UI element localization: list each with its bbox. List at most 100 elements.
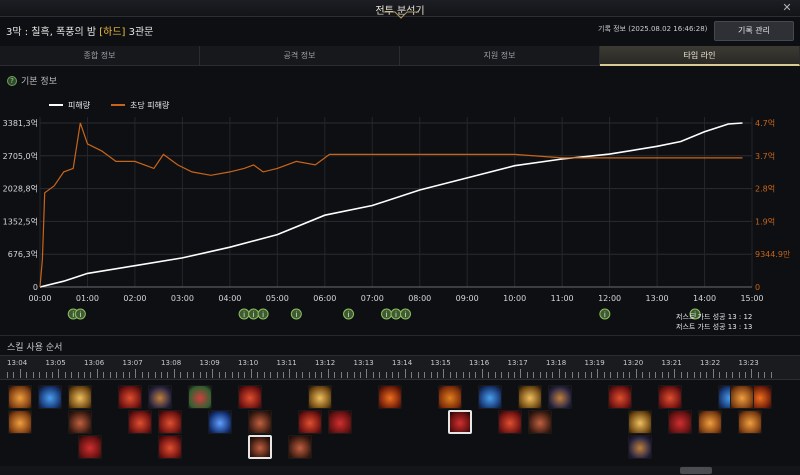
timeline-tick [302, 372, 304, 378]
chart-svg: 0 676,3억 1352,5억 2028,8억 2705,0억 3381,3억 0 9344… [3, 100, 791, 330]
crimson-strike-skill-icon[interactable] [298, 410, 322, 434]
skill-timeline-ruler[interactable]: 13:04 13:05 13:06 13:07 13:08 13:09 13:10 13:11… [0, 355, 800, 380]
timeline-label: 13:17 [507, 359, 528, 367]
blood-wave-skill-icon[interactable] [328, 410, 352, 434]
timeline-tick [526, 372, 528, 378]
flame-burst-skill-icon[interactable] [698, 410, 722, 434]
timeline-tick [481, 369, 483, 378]
timeline-tick [385, 372, 387, 378]
x-tick-label: 11:00 [551, 294, 574, 303]
fire-pillar-skill-icon[interactable] [378, 385, 402, 409]
frost-shard-skill-icon[interactable] [208, 410, 232, 434]
scrollbar-thumb[interactable] [680, 467, 712, 474]
info-marker-label: i [604, 311, 606, 319]
crimson-strike-skill-icon[interactable] [128, 410, 152, 434]
tab-attack[interactable]: 공격 정보 [200, 46, 400, 66]
timeline-tick [257, 372, 259, 378]
crimson-strike-skill-icon[interactable] [118, 385, 142, 409]
timeline-tick [629, 372, 631, 378]
dark-sigil-skill-icon[interactable] [548, 385, 572, 409]
rune-circle-skill-icon[interactable] [288, 435, 312, 459]
flame-burst-skill-icon[interactable] [8, 385, 32, 409]
timeline-tick [725, 372, 727, 378]
blood-wave-skill-icon[interactable] [78, 435, 102, 459]
info-marker-icon[interactable] [689, 308, 701, 320]
window-title: 전투 분석기 [375, 6, 425, 17]
crimson-strike-skill-icon[interactable] [498, 410, 522, 434]
flame-burst-skill-icon[interactable] [730, 385, 754, 409]
timeline-tick [148, 372, 150, 378]
timeline-tick [520, 369, 522, 378]
timeline-tick [270, 372, 271, 378]
dark-sigil-skill-icon[interactable] [148, 385, 172, 409]
timeline-tick [424, 372, 425, 378]
close-icon[interactable]: ✕ [782, 1, 792, 14]
tab-timeline[interactable]: 타임 라인 [600, 46, 800, 66]
timeline-tick [347, 372, 348, 378]
timeline-tick [674, 369, 676, 378]
left-tick-label: 2028,8억 [3, 184, 38, 194]
timeline-tick [436, 372, 438, 378]
timeline-tick [494, 372, 496, 378]
rune-circle-skill-icon[interactable] [248, 410, 272, 434]
timeline-tick [7, 372, 8, 378]
timeline-tick [661, 372, 663, 378]
right-tick-label: 3.7억 [755, 151, 775, 161]
horizontal-scrollbar[interactable] [0, 466, 800, 475]
timeline-tick [154, 372, 156, 378]
flame-burst-skill-icon[interactable] [8, 410, 32, 434]
timeline-tick [103, 372, 105, 378]
dark-sigil-skill-icon[interactable] [628, 435, 652, 459]
timeline-tick [443, 369, 445, 378]
crimson-strike-skill-icon[interactable] [608, 385, 632, 409]
timeline-tick [680, 372, 682, 378]
crimson-strike-skill-icon[interactable] [158, 410, 182, 434]
golden-wing-skill-icon[interactable] [308, 385, 332, 409]
timeline-tick [565, 372, 567, 378]
info-marker-icon[interactable] [399, 308, 411, 320]
timeline-tick [700, 372, 701, 378]
info-marker-icon[interactable] [290, 308, 302, 320]
ice-wing-skill-icon[interactable] [38, 385, 62, 409]
timeline-tick [225, 372, 227, 378]
timeline-label: 13:13 [353, 359, 374, 367]
raid-suffix: 3관문 [125, 27, 154, 38]
blood-wave-skill-icon[interactable] [448, 410, 472, 434]
blood-wave-skill-icon[interactable] [668, 410, 692, 434]
timeline-tick [39, 372, 40, 378]
timeline-tick [244, 372, 246, 378]
golden-wing-skill-icon[interactable] [628, 410, 652, 434]
crimson-strike-skill-icon[interactable] [238, 385, 262, 409]
timeline-tick [26, 372, 28, 378]
left-tick-label: 3381,3억 [3, 118, 38, 128]
jester-skill-icon[interactable] [188, 385, 212, 409]
header: 3막 : 칠흑, 폭풍의 밤 [하드] 3관문 기록 정보 (2025.08.0… [0, 17, 800, 44]
rune-circle-skill-icon[interactable] [68, 410, 92, 434]
info-marker-icon[interactable] [257, 308, 269, 320]
timeline-tick [507, 372, 509, 378]
ember-skill-icon[interactable] [438, 385, 462, 409]
info-marker-icon[interactable] [343, 308, 355, 320]
x-tick-label: 14:00 [693, 294, 716, 303]
x-tick-label: 02:00 [123, 294, 146, 303]
info-marker-icon[interactable] [599, 308, 611, 320]
record-manage-button[interactable]: 기록 관리 [714, 21, 794, 41]
tab-overview[interactable]: 종합 정보 [0, 46, 200, 66]
help-icon[interactable]: ? [7, 75, 17, 86]
x-tick-label: 12:00 [598, 294, 621, 303]
flame-burst-skill-icon[interactable] [738, 410, 762, 434]
ice-wing-skill-icon[interactable] [478, 385, 502, 409]
timeline-tick [655, 372, 656, 378]
golden-wing-skill-icon[interactable] [68, 385, 92, 409]
crimson-strike-skill-icon[interactable] [658, 385, 682, 409]
timeline-tick [687, 372, 689, 378]
rune-circle-skill-icon[interactable] [248, 435, 272, 459]
tab-support[interactable]: 지원 정보 [400, 46, 600, 66]
golden-wing-skill-icon[interactable] [518, 385, 542, 409]
info-marker-icon[interactable] [74, 308, 86, 320]
title-ornament-icon [383, 11, 419, 19]
crimson-strike-skill-icon[interactable] [158, 435, 182, 459]
x-tick-label: 10:00 [503, 294, 526, 303]
timeline-tick [205, 372, 207, 378]
rune-circle-skill-icon[interactable] [528, 410, 552, 434]
